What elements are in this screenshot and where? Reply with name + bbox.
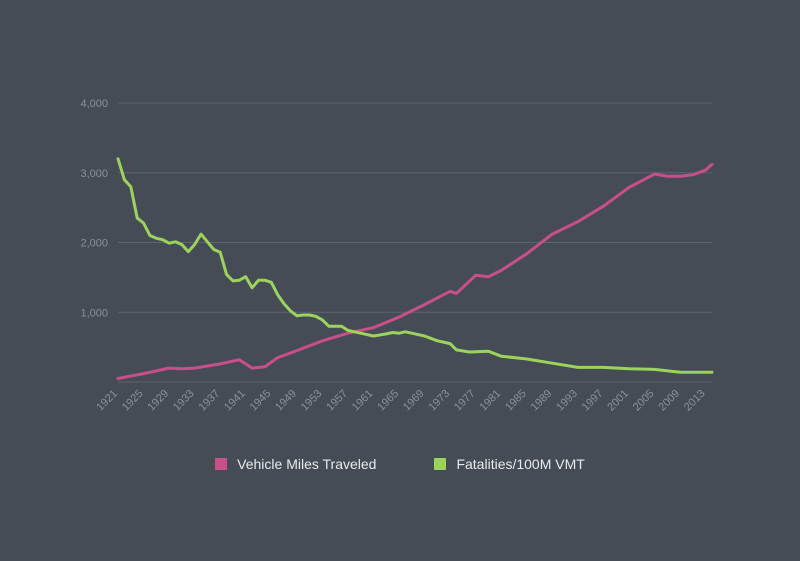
x-tick-label: 1981 <box>478 388 504 414</box>
x-tick-label: 1941 <box>222 388 248 414</box>
x-tick-label: 1961 <box>350 388 376 414</box>
x-tick-label: 1957 <box>324 388 350 414</box>
x-tick-label: 2009 <box>656 388 682 414</box>
series-line-fatalities <box>116 157 714 374</box>
legend-swatch-fatalities <box>434 458 447 470</box>
x-tick-label: 1937 <box>197 388 223 414</box>
y-tick-label: 1,000 <box>80 307 108 319</box>
x-tick-label: 1993 <box>554 388 580 414</box>
legend-item-fatalities: Fatalities/100M VMT <box>434 456 585 472</box>
y-tick-label: 3,000 <box>80 168 108 180</box>
x-tick-label: 1925 <box>120 388 146 414</box>
x-tick-label: 2001 <box>605 388 631 414</box>
x-tick-label: 1953 <box>299 388 325 414</box>
x-tick-label: 1933 <box>171 388 197 414</box>
legend-label-fatalities: Fatalities/100M VMT <box>456 456 585 472</box>
legend-item-vmt: Vehicle Miles Traveled <box>215 456 376 472</box>
x-tick-label: 1985 <box>503 388 529 414</box>
x-tick-label: 1977 <box>452 388 478 414</box>
legend-swatch-vmt <box>215 458 228 470</box>
legend-label-vmt: Vehicle Miles Traveled <box>237 456 377 472</box>
x-tick-label: 1997 <box>580 388 606 414</box>
x-tick-label: 1949 <box>273 388 299 414</box>
y-tick-label: 4,000 <box>80 98 108 110</box>
x-tick-label: 2005 <box>631 388 657 414</box>
y-tick-label: 2,000 <box>80 238 108 250</box>
series-line-vmt <box>116 162 714 380</box>
x-tick-label: 1921 <box>94 388 120 414</box>
x-tick-label: 1929 <box>145 388 171 414</box>
x-tick-label: 2013 <box>682 388 708 414</box>
legend: Vehicle Miles Traveled Fatalities/100M V… <box>0 456 800 472</box>
x-tick-label: 1969 <box>401 388 427 414</box>
x-tick-label: 1973 <box>426 388 452 414</box>
x-tick-label: 1965 <box>375 388 401 414</box>
x-tick-label: 1989 <box>529 388 555 414</box>
x-tick-label: 1945 <box>248 388 274 414</box>
